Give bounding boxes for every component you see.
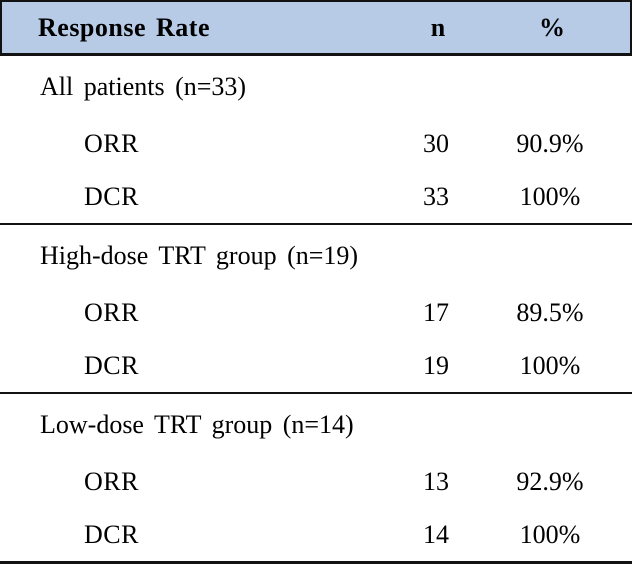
column-header-n: n [430, 12, 446, 42]
value-percent: 100% [519, 181, 581, 211]
group-header-row: All patients (n=33) [0, 56, 632, 117]
metric-label-dcr: DCR [84, 519, 139, 549]
value-n: 19 [423, 350, 449, 380]
group-label-high-dose: High-dose TRT group (n=19) [40, 240, 359, 270]
group-label-low-dose: Low-dose TRT group (n=14) [40, 409, 354, 439]
value-percent: 100% [519, 350, 581, 380]
metric-label-dcr: DCR [84, 350, 139, 380]
section-low-dose-trt: Low-dose TRT group (n=14) ORR 13 92.9% D… [0, 394, 632, 564]
metric-label-orr: ORR [84, 466, 139, 496]
column-header-percent: % [539, 12, 565, 42]
value-n: 33 [423, 181, 449, 211]
value-n: 30 [423, 128, 449, 158]
group-header-row: High-dose TRT group (n=19) [0, 225, 632, 286]
value-percent: 90.9% [516, 128, 584, 158]
value-n: 14 [423, 519, 449, 549]
table-header-row: Response Rate n % [0, 0, 632, 56]
column-header-response-rate: Response Rate [38, 12, 210, 42]
value-n: 17 [423, 297, 449, 327]
table-row-orr: ORR 30 90.9% [0, 117, 632, 170]
section-high-dose-trt: High-dose TRT group (n=19) ORR 17 89.5% … [0, 225, 632, 394]
table-row-dcr: DCR 33 100% [0, 170, 632, 223]
metric-label-orr: ORR [84, 128, 139, 158]
section-all-patients: All patients (n=33) ORR 30 90.9% DCR 33 … [0, 56, 632, 225]
table-row-dcr: DCR 19 100% [0, 339, 632, 392]
value-percent: 92.9% [516, 466, 584, 496]
table-row-dcr: DCR 14 100% [0, 508, 632, 561]
value-percent: 89.5% [516, 297, 584, 327]
metric-label-orr: ORR [84, 297, 139, 327]
group-header-row: Low-dose TRT group (n=14) [0, 394, 632, 455]
value-n: 13 [423, 466, 449, 496]
value-percent: 100% [519, 519, 581, 549]
table-row-orr: ORR 13 92.9% [0, 455, 632, 508]
metric-label-dcr: DCR [84, 181, 139, 211]
table-row-orr: ORR 17 89.5% [0, 286, 632, 339]
group-label-all-patients: All patients (n=33) [40, 71, 247, 101]
